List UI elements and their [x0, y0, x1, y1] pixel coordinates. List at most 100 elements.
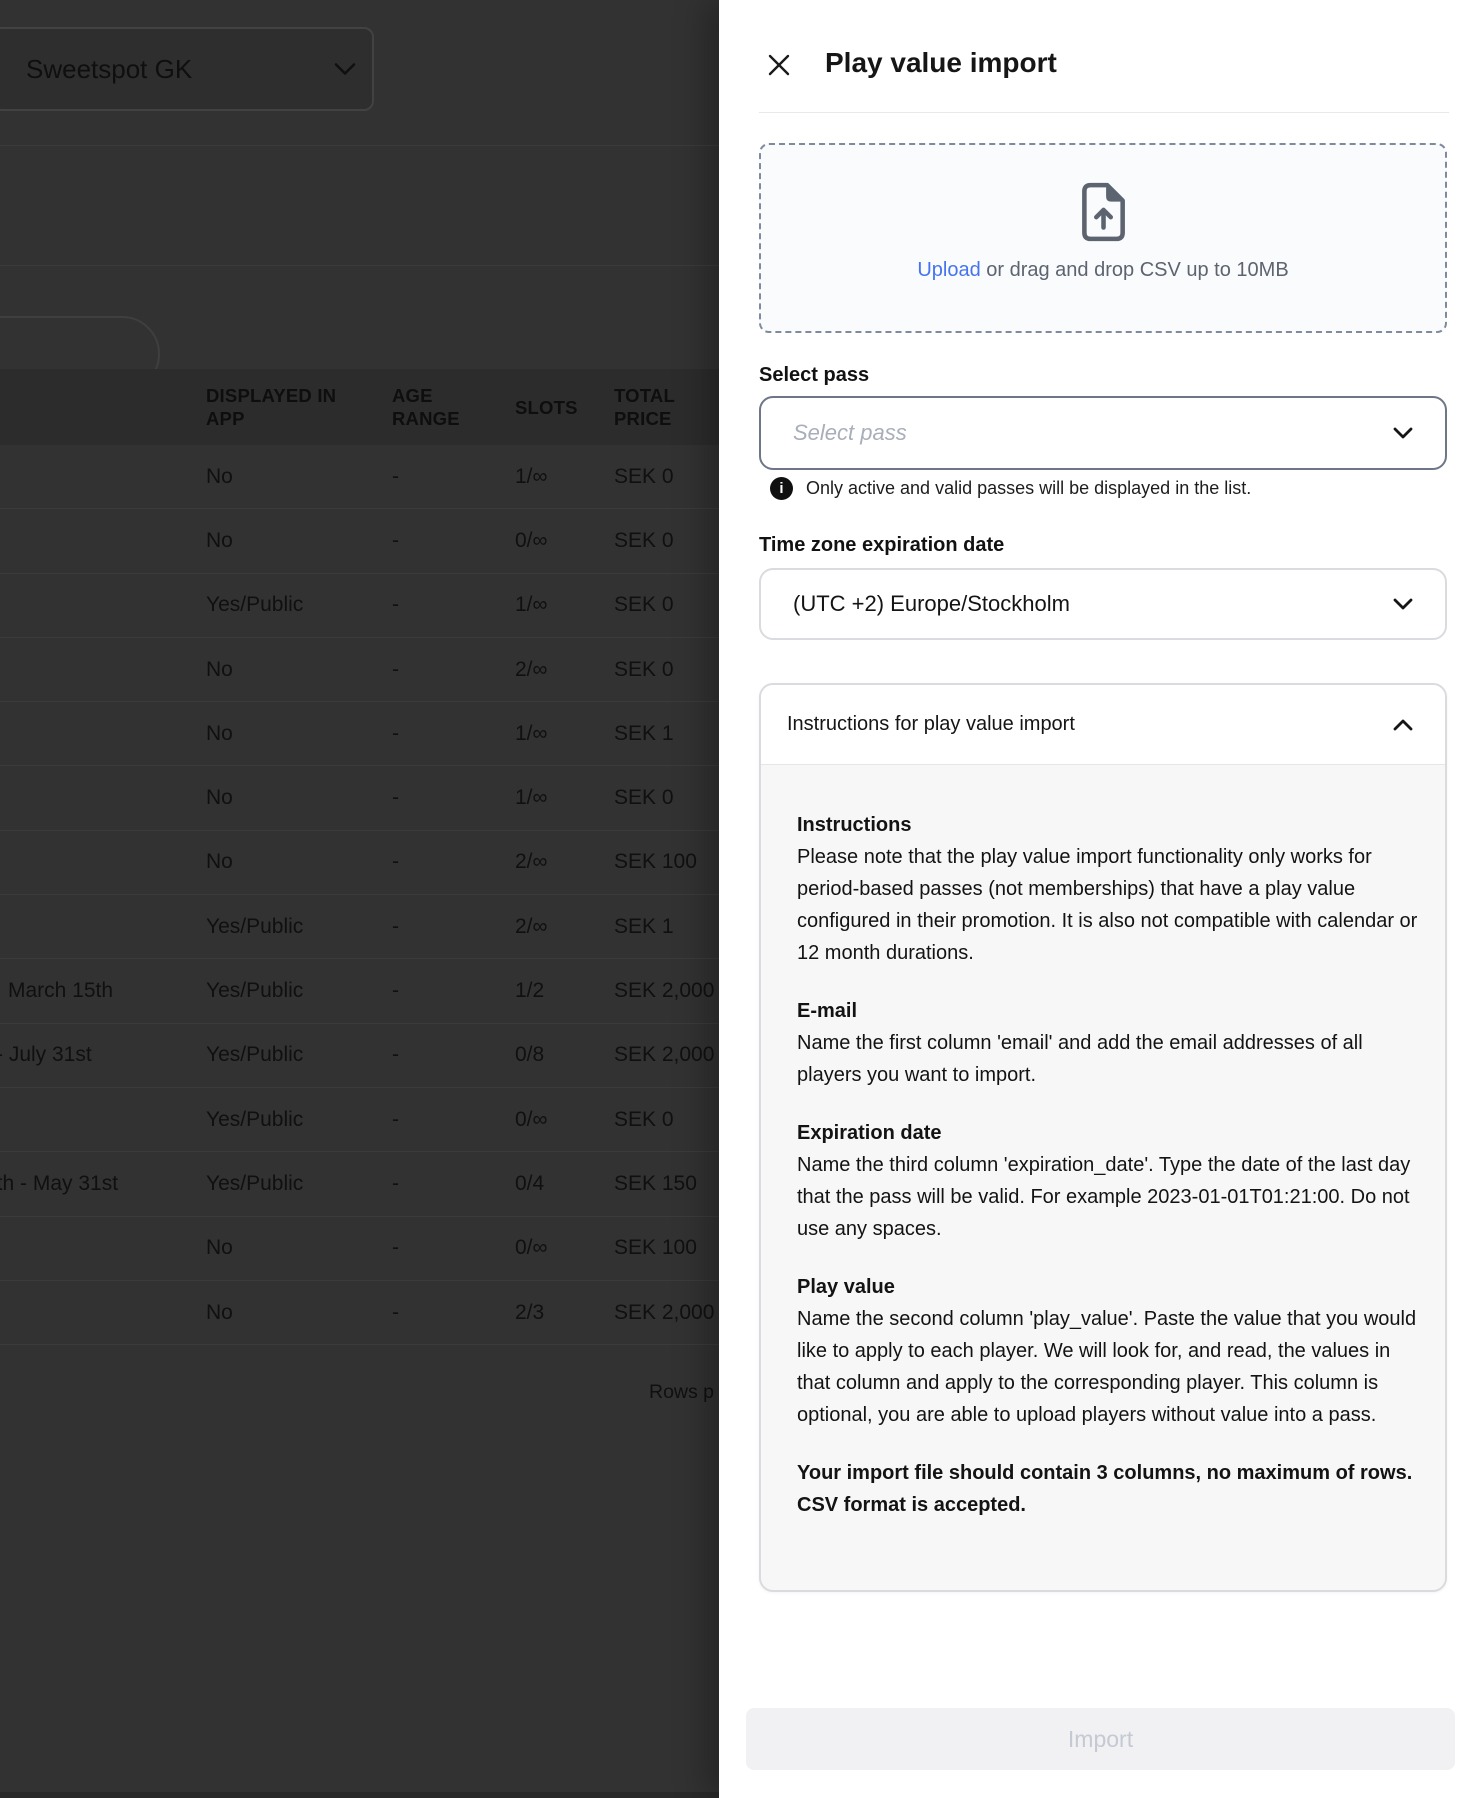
cell-price: SEK 100 [614, 850, 697, 874]
table-body: No - 1/∞ SEK 0 No - 0/∞ SEK 0 Yes/Public - 1/∞ SEK … [0, 445, 719, 1346]
instructions-content: Instructions Please note that the play va… [761, 765, 1445, 1521]
instruction-section-heading: Instructions [797, 814, 912, 836]
instructions-note: Your import file should contain 3 column… [797, 1462, 1413, 1516]
cell-price: SEK 2,000 [614, 1043, 715, 1067]
cell-slots: 0/∞ [515, 1107, 548, 1131]
select-pass-placeholder: Select pass [793, 420, 907, 445]
cell-age: - [392, 721, 399, 745]
timezone-dropdown[interactable]: (UTC +2) Europe/Stockholm [759, 568, 1447, 640]
cell-age: - [392, 1171, 399, 1195]
dimmed-background-panel: Sweetspot GK DISPLAYED IN APP AGE RANGE … [0, 0, 719, 1798]
cell-age: - [392, 850, 399, 874]
cell-age: - [392, 914, 399, 938]
instruction-section-heading: Play value [797, 1276, 895, 1298]
cell-name: March 15th [8, 979, 114, 1003]
upload-link[interactable]: Upload [917, 259, 981, 281]
cell-price: SEK 1 [614, 721, 674, 745]
instruction-section-heading: Expiration date [797, 1122, 942, 1144]
table-row: March 15th Yes/Public - 1/2 SEK 2,000 [0, 959, 719, 1024]
table-row: Yes/Public - 2/∞ SEK 1 [0, 895, 719, 960]
instruction-section: Expiration date Name the third column 'ex… [797, 1117, 1425, 1245]
table-row: No - 2/∞ SEK 0 [0, 638, 719, 703]
club-selector-value: Sweetspot GK [26, 53, 193, 84]
table-row: No - 1/∞ SEK 0 [0, 445, 719, 510]
cell-price: SEK 0 [614, 1107, 674, 1131]
cell-disp: No [206, 464, 233, 488]
cell-slots: 0/4 [515, 1171, 545, 1195]
cell-disp: Yes/Public [206, 1107, 304, 1131]
instruction-section: Instructions Please note that the play va… [797, 809, 1425, 969]
instructions-accordion-header[interactable]: Instructions for play value import [761, 685, 1445, 765]
cell-disp: No [206, 786, 233, 810]
table-row: Yes/Public - 0/∞ SEK 0 [0, 1088, 719, 1153]
rows-per-page-label: Rows p [649, 1381, 715, 1403]
cell-slots: 0/8 [515, 1043, 545, 1067]
cell-price: SEK 0 [614, 528, 674, 552]
cell-disp: Yes/Public [206, 593, 304, 617]
drawer-title: Play value import [825, 47, 1057, 78]
instruction-section-body: Please note that the play value import f… [797, 846, 1418, 964]
header-age-range: AGE RANGE [392, 385, 460, 429]
table-row: 5th - May 31st Yes/Public - 0/4 SEK 150 [0, 1152, 719, 1217]
cell-slots: 1/2 [515, 979, 545, 1003]
table-row: Yes/Public - 1/∞ SEK 0 [0, 574, 719, 638]
chevron-down-icon [1393, 427, 1413, 439]
cell-disp: No [206, 850, 233, 874]
cell-price: SEK 2,000 [614, 979, 715, 1003]
cell-age: - [392, 979, 399, 1003]
table-row: No - 2/3 SEK 2,000 [0, 1281, 719, 1346]
cell-age: - [392, 528, 399, 552]
csv-upload-dropzone[interactable]: Upload or drag and drop CSV up to 10MB [759, 143, 1447, 333]
cell-price: SEK 2,000 [614, 1300, 715, 1324]
instruction-section-body: Name the second column 'play_value'. Pas… [797, 1308, 1417, 1426]
divider [759, 112, 1449, 113]
cell-age: - [392, 1043, 399, 1067]
cell-price: SEK 150 [614, 1171, 697, 1195]
cell-disp: No [206, 721, 233, 745]
select-pass-dropdown[interactable]: Select pass [759, 396, 1447, 470]
cell-price: SEK 0 [614, 657, 674, 681]
cell-slots: 1/∞ [515, 593, 548, 617]
timezone-label: Time zone expiration date [759, 534, 1005, 556]
cell-slots: 2/∞ [515, 914, 548, 938]
select-pass-hint-row: i Only active and valid passes will be d… [770, 477, 1251, 500]
info-icon: i [770, 477, 793, 500]
upload-caption: Upload or drag and drop CSV up to 10MB [761, 259, 1445, 282]
instructions-accordion: Instructions for play value import Instr… [759, 683, 1447, 1592]
header-slots: SLOTS [515, 396, 578, 418]
cell-slots: 0/∞ [515, 528, 548, 552]
cell-age: - [392, 1300, 399, 1324]
cell-age: - [392, 1236, 399, 1260]
table-row: No - 0/∞ SEK 100 [0, 1217, 719, 1281]
instruction-section: Play value Name the second column 'play_v… [797, 1271, 1425, 1431]
play-value-import-drawer: Play value import Upload or drag and dro… [719, 0, 1480, 1798]
cell-age: - [392, 593, 399, 617]
import-button[interactable]: Import [746, 1708, 1455, 1770]
cell-disp: No [206, 528, 233, 552]
table-row: No - 2/∞ SEK 100 [0, 831, 719, 896]
cell-slots: 2/∞ [515, 657, 548, 681]
select-pass-hint: Only active and valid passes will be dis… [806, 478, 1252, 498]
chevron-up-icon [1393, 719, 1413, 730]
cell-price: SEK 0 [614, 593, 674, 617]
header-displayed-in-app: DISPLAYED IN APP [206, 385, 337, 429]
instruction-section-heading: E-mail [797, 1000, 858, 1022]
close-icon[interactable] [766, 52, 792, 78]
footer-fade [719, 1648, 1480, 1690]
timezone-value: (UTC +2) Europe/Stockholm [793, 591, 1070, 616]
cell-slots: 1/∞ [515, 721, 548, 745]
select-pass-label: Select pass [759, 364, 870, 386]
instructions-accordion-title: Instructions for play value import [787, 713, 1075, 735]
file-upload-icon [761, 182, 1445, 247]
table-row: - July 31st Yes/Public - 0/8 SEK 2,000 [0, 1024, 719, 1088]
cell-disp: Yes/Public [206, 979, 304, 1003]
cell-age: - [392, 1107, 399, 1131]
cell-age: - [392, 464, 399, 488]
cell-disp: Yes/Public [206, 914, 304, 938]
club-selector-dropdown[interactable]: Sweetspot GK [0, 27, 374, 111]
cell-price: SEK 1 [614, 914, 674, 938]
instructions-sections: Instructions Please note that the play va… [797, 809, 1425, 1431]
cell-price: SEK 0 [614, 786, 674, 810]
instruction-section: E-mail Name the first column 'email' and … [797, 995, 1425, 1091]
cell-disp: Yes/Public [206, 1043, 304, 1067]
